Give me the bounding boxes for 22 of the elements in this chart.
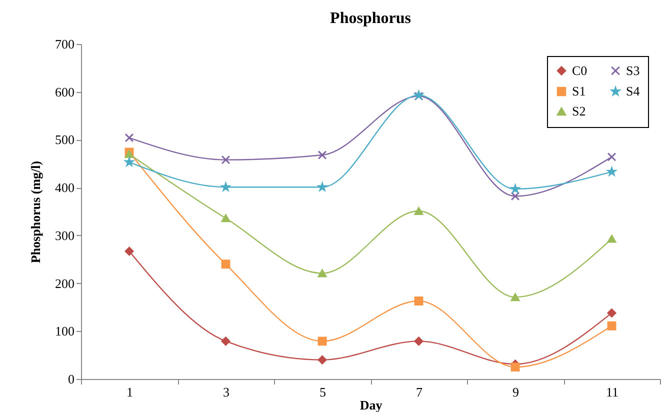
y-tick-label: 400 <box>55 180 74 196</box>
x-tick-label: 1 <box>126 384 133 400</box>
legend-label: C0 <box>572 62 588 78</box>
y-tick-label: 700 <box>55 36 74 52</box>
y-tick-label: 200 <box>55 276 74 291</box>
y-tick-label: 300 <box>55 228 74 243</box>
x-tick-label: 7 <box>416 384 423 400</box>
x-axis-title: Day <box>360 398 383 412</box>
y-tick-label: 500 <box>55 132 74 148</box>
legend-label: S2 <box>572 104 586 118</box>
y-axis-title: Phosphorus (mg/l) <box>28 160 43 264</box>
x-tick-label: 9 <box>512 384 519 400</box>
x-tick-label: 3 <box>223 384 230 400</box>
chart-title: Phosphorus <box>330 10 411 27</box>
y-tick-label: 600 <box>55 84 74 100</box>
legend-label: S1 <box>572 84 586 98</box>
legend-label: S3 <box>626 62 640 78</box>
x-tick-label: 5 <box>320 384 326 400</box>
legend-label: S4 <box>626 84 640 98</box>
y-tick-label: 0 <box>68 372 74 386</box>
x-tick-label: 11 <box>606 384 619 400</box>
y-tick-label: 100 <box>55 324 74 339</box>
